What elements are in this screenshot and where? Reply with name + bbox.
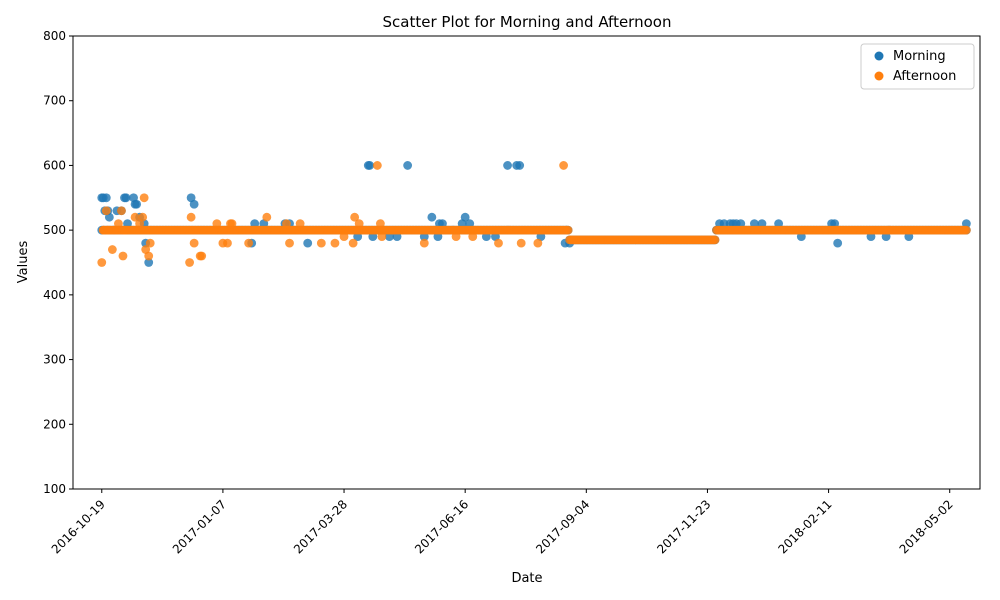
points-layer [97,161,971,267]
point-afternoon [559,161,568,170]
point-afternoon [186,212,196,222]
point-afternoon [139,193,149,203]
point-afternoon [145,238,155,248]
point-afternoon [516,238,526,248]
point-morning [515,161,525,170]
point-afternoon [494,238,503,248]
point-afternoon [197,251,207,261]
point-afternoon [563,225,573,235]
point-afternoon [138,212,148,222]
y-tick-label: 700 [43,94,66,108]
x-axis: 2016-10-19 2017-01-07 2017-03-28 2017-06-16… [49,489,956,556]
point-afternoon [419,238,429,248]
point-morning [121,193,131,203]
point-afternoon [118,251,128,261]
point-morning [303,238,313,248]
point-afternoon [101,206,111,216]
x-tick-label: 2018-05-02 [897,497,956,556]
point-afternoon [212,219,222,229]
point-afternoon [97,258,107,267]
point-afternoon [468,232,478,242]
point-afternoon [710,235,720,245]
legend-box [860,43,975,90]
legend: Morning Afternoon [860,43,975,90]
point-afternoon [130,212,140,222]
point-afternoon [282,219,291,229]
plot-frame [72,35,981,490]
y-axis: 100 200 300 400 500 600 700 800 [43,29,73,496]
point-morning [132,199,142,209]
point-afternoon [961,225,971,235]
y-tick-label: 500 [43,223,66,237]
point-afternoon [451,232,461,242]
point-afternoon [262,212,272,222]
point-morning [403,161,413,170]
point-afternoon [375,219,385,229]
point-morning [503,161,512,170]
x-tick-label: 2017-06-16 [412,497,471,556]
y-tick-label: 100 [43,482,66,496]
chart-title: Scatter Plot for Morning and Afternoon [383,13,672,31]
x-tick-label: 2017-09-04 [533,497,592,556]
point-afternoon [223,238,232,248]
legend-marker-morning [874,51,884,61]
point-afternoon [107,245,117,254]
point-afternoon [189,238,199,248]
point-afternoon [316,238,326,248]
point-afternoon [144,251,154,261]
point-afternoon [339,232,349,242]
legend-label-morning: Morning [893,49,946,64]
y-tick-label: 600 [43,158,66,172]
point-afternoon [117,206,126,216]
point-morning [189,199,199,209]
point-afternoon [285,238,294,248]
point-morning [427,212,437,222]
point-morning [833,238,843,248]
y-axis-title: Values [16,241,31,284]
y-tick-label: 800 [43,29,66,43]
point-afternoon [295,219,305,229]
series-afternoon [97,161,971,267]
point-afternoon [120,225,129,235]
x-axis-title: Date [511,571,542,586]
x-tick-label: 2016-10-19 [49,497,108,556]
point-afternoon [348,238,358,248]
point-afternoon [330,238,340,248]
point-afternoon [227,219,237,229]
point-afternoon [185,258,194,267]
point-afternoon [377,232,387,242]
point-afternoon [354,219,364,229]
x-tick-label: 2017-03-28 [291,497,350,556]
point-morning [144,258,154,267]
point-morning [365,161,375,170]
x-tick-label: 2017-01-07 [170,497,229,556]
y-tick-label: 200 [43,417,66,431]
legend-marker-afternoon [874,71,884,81]
legend-label-afternoon: Afternoon [893,69,956,84]
point-morning [101,193,111,203]
point-afternoon [350,212,360,222]
point-morning [460,212,470,222]
x-tick-label: 2017-11-23 [654,497,713,556]
point-afternoon [103,225,113,235]
point-afternoon [372,161,382,170]
point-afternoon [114,219,123,229]
point-afternoon [533,238,543,248]
x-tick-label: 2018-02-11 [775,497,834,556]
plot-area [73,36,980,489]
point-afternoon [244,238,254,248]
y-tick-label: 400 [43,288,66,302]
y-tick-label: 300 [43,353,66,367]
